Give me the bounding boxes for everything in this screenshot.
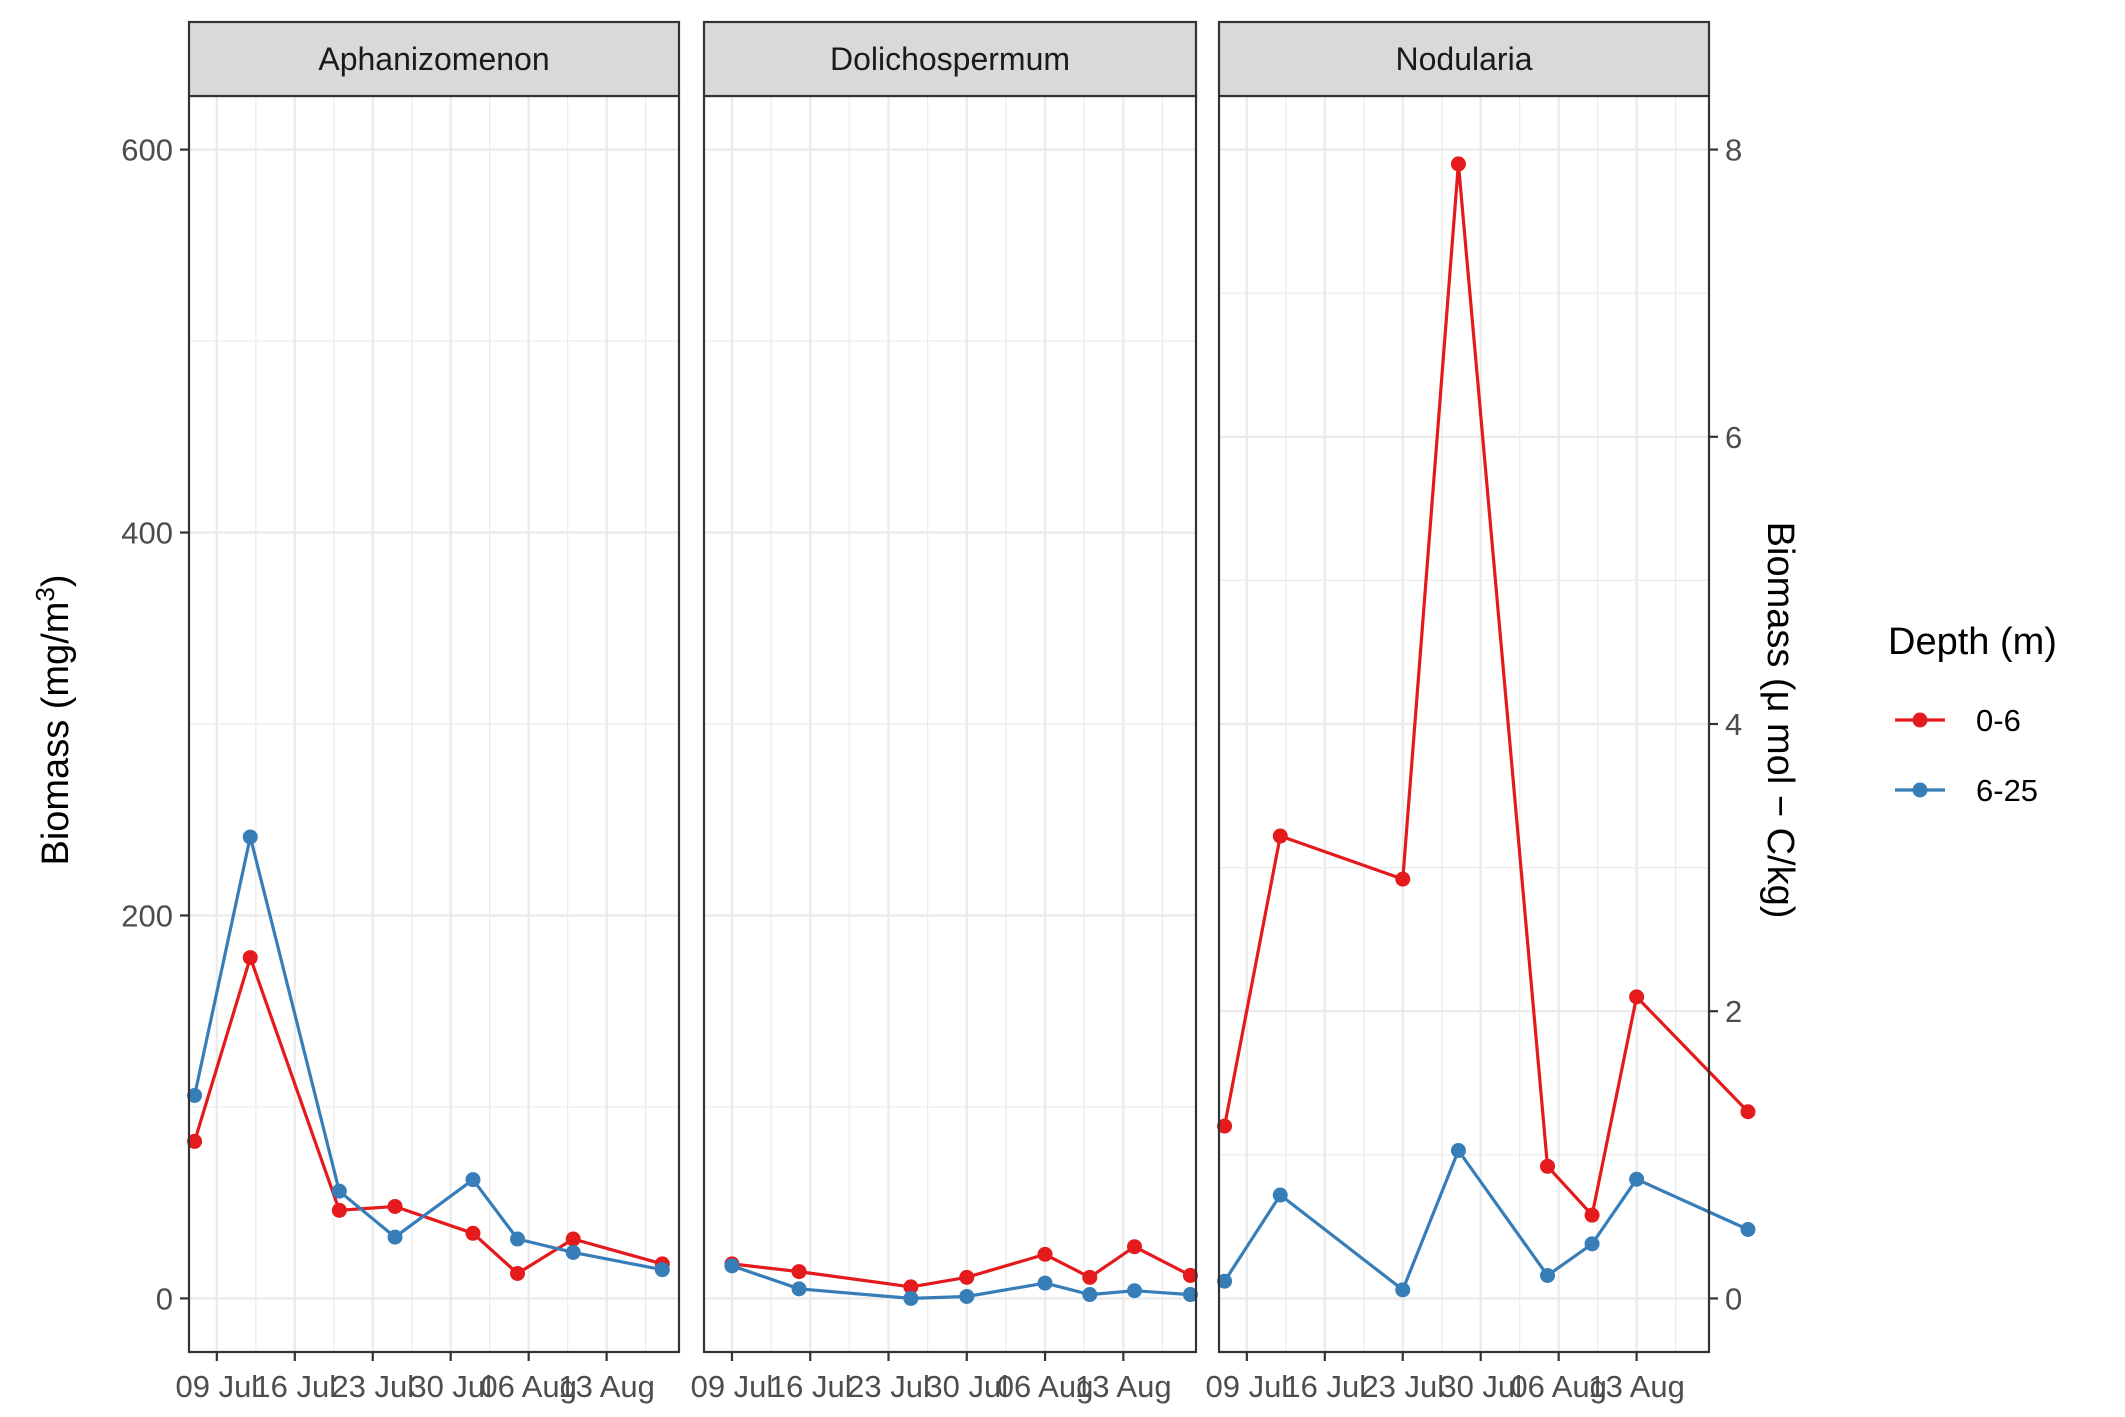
data-point-6-25 xyxy=(242,829,258,845)
data-point-0-6 xyxy=(565,1231,581,1247)
data-point-0-6 xyxy=(791,1264,807,1280)
x-tick-label: 06 Aug xyxy=(1510,1369,1607,1404)
data-point-0-6 xyxy=(387,1198,403,1214)
data-point-0-6 xyxy=(1127,1239,1142,1255)
data-point-6-25 xyxy=(465,1172,481,1188)
data-point-0-6 xyxy=(1540,1158,1556,1174)
data-point-6-25 xyxy=(1540,1267,1556,1283)
data-point-6-25 xyxy=(510,1231,526,1247)
data-point-6-25 xyxy=(1127,1283,1142,1299)
y-tick-label-right: 0 xyxy=(1725,1281,1742,1316)
data-point-0-6 xyxy=(1740,1104,1756,1120)
y-axis-title-right: Biomass (μ mol − C/kg) xyxy=(1759,522,1801,919)
x-tick-label: 13 Aug xyxy=(558,1369,655,1404)
facet-strip xyxy=(702,20,1198,98)
data-point-6-25 xyxy=(1217,1273,1233,1289)
legend-title: Depth (m) xyxy=(1888,621,2057,663)
data-point-0-6 xyxy=(1629,989,1645,1005)
x-tick-label: 16 Jul xyxy=(769,1369,852,1404)
data-point-0-6 xyxy=(959,1269,975,1285)
legend-label: 6-25 xyxy=(1976,773,2038,808)
legend-key-point xyxy=(1912,712,1928,728)
data-point-0-6 xyxy=(1037,1246,1053,1262)
data-point-6-25 xyxy=(1037,1275,1053,1291)
data-point-6-25 xyxy=(1629,1171,1645,1187)
x-tick-label: 09 Jul xyxy=(691,1369,774,1404)
legend: 0-6 6-25 xyxy=(1895,703,2038,808)
x-tick-label: 30 Jul xyxy=(409,1369,492,1404)
y-tick-label-right: 8 xyxy=(1725,133,1742,168)
y-tick-label-left: 600 xyxy=(121,133,173,168)
x-tick-label: 06 Aug xyxy=(480,1369,577,1404)
facet-label: Nodularia xyxy=(1396,41,1533,77)
x-tick-label: 16 Jul xyxy=(1283,1369,1366,1404)
legend-label: 0-6 xyxy=(1976,703,2021,738)
data-point-0-6 xyxy=(903,1279,919,1295)
data-point-0-6 xyxy=(1182,1267,1198,1283)
x-tick-label: 13 Aug xyxy=(1588,1369,1685,1404)
data-point-0-6 xyxy=(1395,871,1411,887)
facet-label: Dolichospermum xyxy=(830,41,1070,77)
series-line-6-25 xyxy=(193,835,663,1272)
x-tick-label: 30 Jul xyxy=(925,1369,1008,1404)
y-tick-label-left: 0 xyxy=(156,1281,173,1316)
y-tick-label-right: 4 xyxy=(1725,707,1742,742)
legend-key-point xyxy=(1912,782,1928,798)
data-point-0-6 xyxy=(1272,828,1288,844)
data-point-6-25 xyxy=(1182,1287,1198,1303)
facet-label: Aphanizomenon xyxy=(318,41,549,77)
y-tick-label-right: 6 xyxy=(1725,420,1742,455)
data-point-6-25 xyxy=(903,1290,919,1306)
x-tick-label: 30 Jul xyxy=(1439,1369,1522,1404)
data-point-6-25 xyxy=(1584,1236,1600,1252)
x-tick-label: 23 Jul xyxy=(847,1369,930,1404)
data-point-6-25 xyxy=(724,1258,740,1274)
series-line-6-25 xyxy=(1223,1148,1749,1292)
facet-strip xyxy=(187,20,681,98)
series-line-0-6 xyxy=(1223,162,1750,1217)
x-tick-label: 13 Aug xyxy=(1075,1369,1172,1404)
data-point-6-25 xyxy=(1272,1187,1288,1203)
data-point-6-25 xyxy=(387,1229,403,1245)
y-tick-label-right: 2 xyxy=(1725,994,1742,1029)
x-tick-label: 09 Jul xyxy=(175,1369,258,1404)
data-point-6-25 xyxy=(791,1281,807,1297)
data-point-6-25 xyxy=(565,1244,581,1260)
x-tick-label: 09 Jul xyxy=(1205,1369,1288,1404)
data-point-0-6 xyxy=(1450,156,1466,172)
data-point-6-25 xyxy=(1740,1222,1756,1238)
legend-item-0-6: 0-6 xyxy=(1895,703,2021,738)
data-point-0-6 xyxy=(242,950,258,966)
data-point-0-6 xyxy=(465,1225,481,1241)
legend-item-6-25: 6-25 xyxy=(1895,773,2038,808)
data-point-6-25 xyxy=(187,1087,203,1103)
x-tick-label: 23 Jul xyxy=(1361,1369,1444,1404)
data-point-6-25 xyxy=(1395,1282,1411,1298)
data-point-6-25 xyxy=(654,1262,670,1278)
data-point-6-25 xyxy=(959,1288,975,1304)
data-point-6-25 xyxy=(1450,1143,1466,1159)
x-tick-label: 23 Jul xyxy=(331,1369,414,1404)
data-point-0-6 xyxy=(331,1202,347,1218)
x-tick-label: 16 Jul xyxy=(253,1369,336,1404)
data-point-6-25 xyxy=(1082,1287,1098,1303)
data-point-0-6 xyxy=(510,1266,526,1281)
data-point-0-6 xyxy=(1584,1207,1600,1223)
data-point-0-6 xyxy=(1082,1269,1098,1285)
series-line-0-6 xyxy=(193,955,663,1276)
y-tick-label-left: 400 xyxy=(121,516,173,551)
series-line-0-6 xyxy=(731,1245,1192,1289)
x-tick-label: 06 Aug xyxy=(997,1369,1094,1404)
data-point-0-6 xyxy=(1217,1118,1233,1134)
y-axis-title-left: Biomass (mg/m3) xyxy=(30,574,77,865)
facet-strip xyxy=(1217,20,1711,98)
data-point-6-25 xyxy=(331,1183,347,1199)
y-tick-label-left: 200 xyxy=(121,898,173,933)
data-point-0-6 xyxy=(187,1133,203,1149)
